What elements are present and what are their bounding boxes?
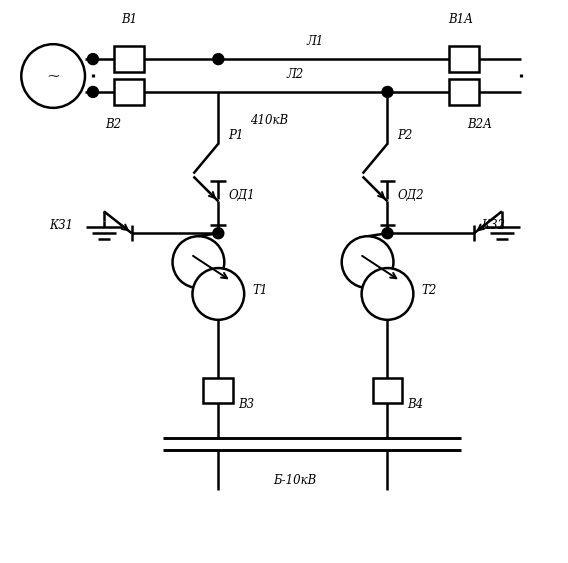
Bar — [114, 79, 144, 105]
Circle shape — [382, 87, 393, 97]
Text: Л1: Л1 — [306, 35, 323, 48]
Circle shape — [213, 53, 224, 65]
Text: Р2: Р2 — [398, 129, 413, 142]
Bar — [449, 46, 479, 72]
Text: КЗ1: КЗ1 — [49, 219, 73, 232]
Text: В1А: В1А — [449, 14, 474, 26]
Circle shape — [87, 53, 98, 65]
Text: 410кВ: 410кВ — [250, 114, 289, 127]
Text: В2А: В2А — [467, 118, 492, 131]
Bar — [203, 378, 233, 404]
Text: Б-10кВ: Б-10кВ — [273, 474, 316, 487]
Text: В1: В1 — [121, 14, 137, 26]
Circle shape — [362, 268, 414, 320]
Text: КЗ2: КЗ2 — [481, 219, 505, 232]
Circle shape — [193, 268, 244, 320]
Bar — [373, 378, 402, 404]
Bar — [114, 46, 144, 72]
Text: ~: ~ — [46, 66, 60, 83]
Text: В3: В3 — [238, 398, 254, 411]
Text: Л2: Л2 — [286, 68, 303, 81]
Circle shape — [382, 228, 393, 239]
Text: ОД2: ОД2 — [398, 189, 424, 202]
Bar — [449, 79, 479, 105]
Text: В4: В4 — [407, 398, 424, 411]
Circle shape — [87, 87, 98, 97]
Circle shape — [342, 236, 394, 288]
Text: Р1: Р1 — [228, 129, 244, 142]
Circle shape — [22, 44, 85, 108]
Circle shape — [213, 228, 224, 239]
Text: ОД1: ОД1 — [228, 189, 255, 202]
Circle shape — [173, 236, 224, 288]
Text: В2: В2 — [105, 118, 121, 131]
Text: Т1: Т1 — [252, 284, 268, 297]
Text: Т2: Т2 — [421, 284, 437, 297]
